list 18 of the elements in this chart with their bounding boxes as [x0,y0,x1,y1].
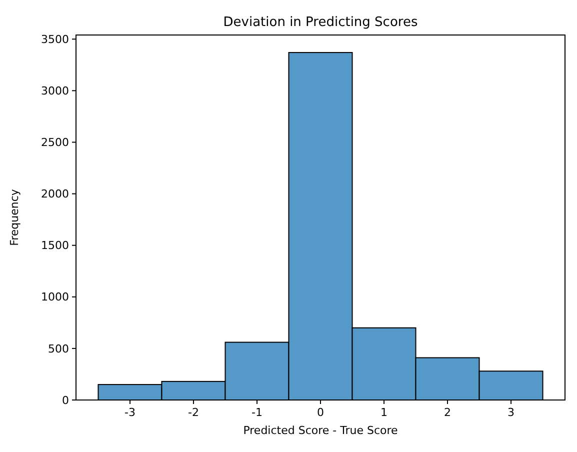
y-tick-label: 1000 [41,290,69,304]
x-tick-label: -1 [252,406,262,419]
x-tick-label: 3 [508,406,515,419]
x-tick-label: 1 [380,406,388,419]
y-axis-title: Frequency [8,188,21,246]
x-tick-label: -2 [188,406,199,419]
y-tick-label: 2000 [41,188,69,201]
y-tick-label: 3000 [41,84,69,98]
y-tick-label: 1500 [41,239,69,252]
y-tick-label: 2500 [41,136,69,150]
x-tick-label: 0 [317,406,324,419]
x-tick-label: 2 [444,406,452,419]
x-axis-title: Predicted Score - True Score [243,424,398,437]
y-tick-label: 500 [48,342,69,356]
y-tick-label: 0 [62,394,69,407]
chart-title: Deviation in Predicting Scores [223,15,418,30]
y-tick-label: 3500 [41,32,69,46]
x-tick-label: -3 [124,406,136,419]
